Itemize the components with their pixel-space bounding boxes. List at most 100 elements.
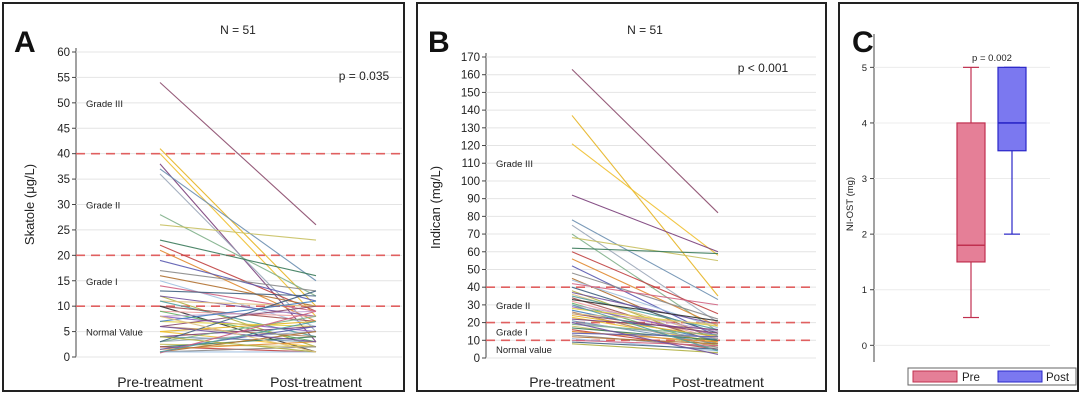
y-tick-label: 80 — [467, 211, 480, 223]
legend-label-post: Post — [1046, 372, 1070, 384]
y-tick-label: 5 — [64, 327, 70, 339]
subject-line — [571, 69, 719, 214]
subject-line — [571, 300, 719, 340]
subject-line — [159, 336, 317, 353]
subject-line — [571, 313, 719, 325]
y-tick-label: 130 — [461, 123, 480, 135]
subject-line — [571, 330, 719, 343]
y-tick-label: 30 — [467, 300, 480, 312]
subject-line — [571, 251, 719, 315]
subject-line — [571, 272, 719, 320]
subject-line — [159, 275, 317, 307]
x-category-label: Post-treatment — [270, 374, 362, 390]
y-tick-label: 10 — [57, 301, 70, 313]
subject-line — [571, 258, 719, 327]
y-tick-label: 20 — [467, 318, 480, 330]
subject-line — [571, 304, 719, 332]
y-tick-label: 0 — [64, 352, 70, 364]
subject-line — [159, 300, 317, 307]
y-tick-label: 20 — [57, 250, 70, 262]
y-tick-label: 3 — [862, 174, 867, 185]
subject-line — [571, 299, 719, 322]
zone-label: Normal value — [496, 345, 552, 356]
skatole-chart-svg: 0 5 10 15 20 25 30 35 40 45 50 55 60 Grade III Grade I… — [22, 23, 402, 390]
p-value-annotation: p < 0.001 — [738, 61, 789, 75]
y-tick-label: 110 — [462, 158, 480, 170]
subject-line — [159, 270, 317, 292]
y-tick-label: 0 — [474, 353, 480, 365]
subject-line — [571, 219, 719, 301]
y-tick-label: 10 — [467, 335, 480, 347]
subject-line — [159, 320, 317, 333]
y-tick-label: 15 — [57, 276, 70, 288]
subject-line — [159, 214, 317, 297]
legend-swatch-post — [997, 370, 1043, 383]
subject-line — [159, 82, 317, 226]
subject-line — [159, 315, 317, 353]
panel-a-skatole-chart: A 0 5 10 15 20 25 30 35 40 45 50 55 60 Grade III Grade… — [2, 2, 405, 392]
y-axis-label: NI-OST (mg) — [845, 177, 856, 231]
y-tick-label: 40 — [57, 149, 70, 161]
p-value-annotation: p = 0.035 — [339, 69, 390, 83]
ni-ost-chart-svg: 0 1 2 3 4 5 NI-OST (mg) p = 0.002 Pre Post — [845, 34, 1077, 386]
x-category-label: Pre-treatment — [529, 374, 615, 390]
subject-line — [571, 323, 719, 336]
subject-line — [159, 315, 317, 343]
subject-line — [159, 331, 317, 353]
subject-line — [159, 300, 317, 322]
subject-line — [571, 247, 719, 255]
zone-label: Grade II — [496, 301, 530, 312]
y-tick-label: 45 — [57, 123, 70, 135]
y-tick-label: 150 — [461, 87, 480, 99]
subject-line — [159, 290, 317, 343]
subject-line — [571, 313, 719, 334]
y-tick-label: 1 — [862, 285, 867, 296]
zone-label: Grade II — [86, 201, 120, 212]
y-tick-label: 100 — [461, 176, 480, 188]
indican-chart-svg: 0 10 20 30 40 50 60 70 80 90 100 110 120 130 140 150 160… — [428, 23, 816, 390]
y-tick-label: 170 — [461, 52, 480, 64]
y-axis-label: Skatole (μg/L) — [22, 164, 37, 245]
box-iqr — [956, 122, 986, 263]
subject-line — [159, 295, 317, 317]
subject-line — [159, 346, 317, 353]
subject-line — [571, 334, 719, 348]
x-category-label: Post-treatment — [672, 374, 764, 390]
subject-line — [159, 320, 317, 353]
y-tick-label: 160 — [461, 70, 480, 82]
subject-line — [571, 237, 719, 262]
box-iqr — [997, 66, 1027, 152]
subject-line — [571, 265, 719, 338]
y-tick-label: 30 — [57, 200, 70, 212]
subject-line — [571, 322, 719, 355]
subject-line — [159, 290, 317, 297]
subject-line — [571, 339, 719, 347]
subject-line — [159, 148, 317, 307]
y-tick-label: 70 — [467, 229, 480, 241]
y-tick-label: 55 — [57, 72, 70, 84]
subject-line — [571, 143, 719, 256]
zone-label: Grade III — [496, 159, 533, 170]
y-tick-label: 50 — [467, 264, 480, 276]
y-tick-label: 5 — [862, 63, 867, 74]
chart-title: N = 51 — [627, 23, 663, 37]
y-tick-label: 50 — [57, 98, 70, 110]
subject-line — [159, 310, 317, 354]
y-tick-label: 2 — [862, 230, 867, 241]
panel-letter-b: B — [428, 26, 450, 59]
x-category-label: Pre-treatment — [117, 374, 203, 390]
zone-label: Grade III — [86, 99, 123, 110]
subject-line — [571, 307, 719, 327]
subject-line — [571, 295, 719, 331]
subject-line — [159, 310, 317, 317]
y-axis-label: Indican (mg/L) — [428, 166, 443, 249]
subject-line — [571, 279, 719, 329]
panel-letter-a: A — [14, 26, 36, 59]
y-tick-label: 0 — [862, 341, 867, 352]
subject-line — [159, 224, 317, 241]
subject-line — [571, 341, 719, 350]
panel-c-ni-ost-chart: C 0 1 2 3 4 5 NI-OST (mg) p = 0.002 Pre Post — [838, 2, 1079, 392]
zone-label: Grade I — [86, 277, 118, 288]
subject-line — [159, 285, 317, 312]
subject-line — [159, 244, 317, 312]
